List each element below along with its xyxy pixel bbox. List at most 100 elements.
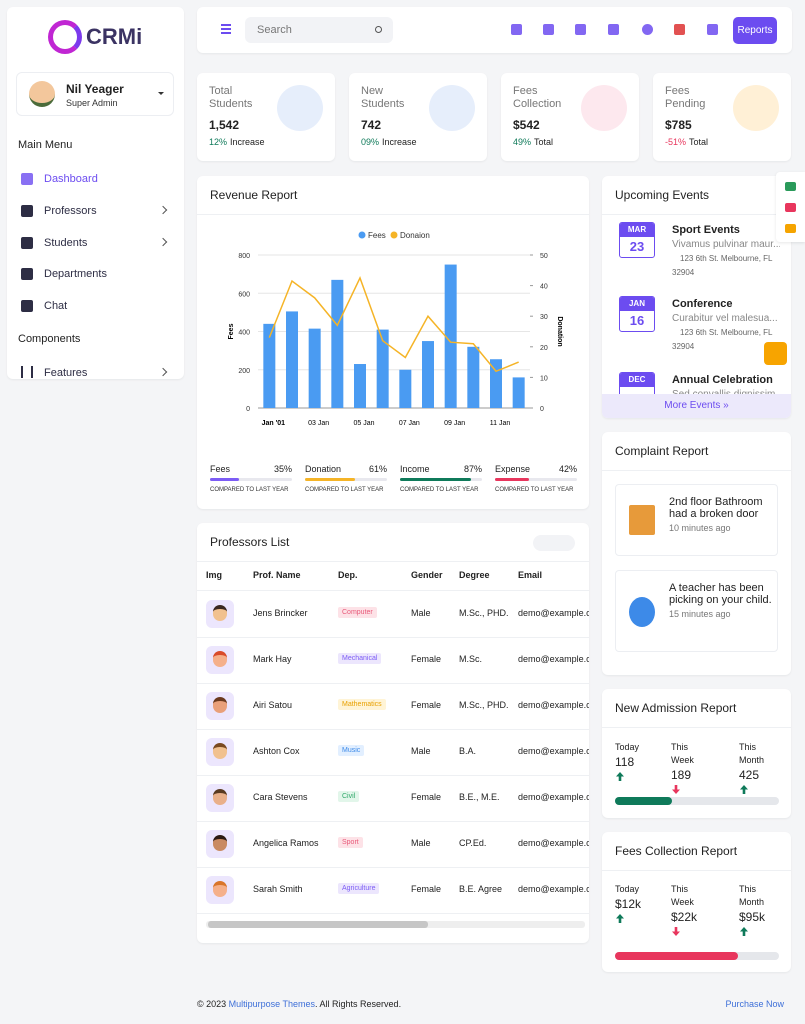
avatar [206,600,234,628]
column-header: Degree [459,570,490,580]
header-icon[interactable] [511,24,522,35]
stat-note: Total [689,137,709,147]
divider [197,867,589,868]
footer-prefix: © 2023 [197,999,229,1009]
menu-item[interactable]: Students [7,236,184,250]
degree: B.E., M.E. [459,792,500,802]
card-title: Complaint Report [615,444,709,458]
trend-arrow [672,927,680,936]
professor-name: Sarah Smith [253,884,303,894]
divider [197,913,589,914]
email: demo@example.com [518,608,589,618]
stat-card: New Students 742 09% Increase [349,73,487,161]
arrow-shape [616,772,624,781]
arrow-shape [740,927,748,936]
report-column: This Month 425 [739,741,775,795]
summary-label: Fees [210,464,231,474]
footer-text: © 2023 Multipurpose Themes. All Rights R… [197,999,401,1009]
stat-illustration [581,85,627,131]
header-icon[interactable] [642,24,653,35]
trend-arrow [616,914,624,923]
stat-note: Total [534,137,554,147]
footer-link[interactable]: Multipurpose Themes [228,999,316,1009]
report-label: This Week [671,884,694,907]
header-icon[interactable] [543,24,554,35]
email: demo@example.com [518,884,589,894]
avatar [206,646,234,674]
summary-note: COMPARED TO LAST YEAR [210,487,289,493]
menu-item[interactable]: Features [7,366,184,379]
report-label: This Week [671,742,694,765]
complaint-icon [629,505,655,535]
stat-illustration [429,85,475,131]
bar [490,359,502,408]
stat-title: Fees Collection [513,85,562,110]
x-tick-label: 03 Jan [308,420,329,427]
header-icon[interactable] [608,24,619,35]
divider [197,561,589,562]
toolbar-icon[interactable] [785,182,796,191]
report-label: Today [615,884,640,894]
x-tick-label: 09 Jan [444,420,465,427]
logo-text: CRMi [86,24,143,49]
event-address: 123 6th St. Melbourne, FL 32904 [672,328,773,351]
more-events[interactable]: More Events » [602,394,791,418]
menu-item[interactable]: Chat [7,299,184,313]
summary-note: COMPARED TO LAST YEAR [305,487,384,493]
avatar [206,784,234,812]
divider [602,870,791,871]
menu-item[interactable]: Dashboard [7,172,184,186]
dropdown-caret[interactable] [158,92,164,98]
stat-change: 49% [513,137,532,147]
floating-button[interactable] [764,342,787,365]
y2-tick-label: 20 [540,345,548,352]
reports-button[interactable]: Reports [733,17,777,44]
professor-name: Mark Hay [253,654,292,664]
header-icon[interactable] [575,24,586,35]
events-card: Upcoming Events MAR 23 Sport Events Vivamus … [602,176,791,418]
user-name: Nil Yeager [66,82,124,96]
report-column: This Week 189 [671,741,711,795]
complaint-time: 15 minutes ago [669,609,731,619]
degree: B.E. Agree [459,884,503,894]
stat-change: -51% [665,137,687,147]
gender: Male [411,838,431,848]
gender: Male [411,746,431,756]
divider [197,214,589,215]
y2-tick-label: 10 [540,375,548,382]
degree: CP.Ed. [459,838,487,848]
x-tick-label: 11 Jan [490,420,511,427]
report-value: 189 [671,768,692,782]
y2-tick-label: 50 [540,253,548,260]
stat-illustration [733,85,779,131]
toolbar-icon[interactable] [785,203,796,212]
email: demo@example.com [518,654,589,664]
trend-arrow [672,785,680,794]
hamburger-line [221,24,231,26]
menu-item[interactable]: Departments [7,267,184,281]
toolbar-icon[interactable] [785,224,796,233]
report-column: This Month $95k [739,883,775,937]
event-desc: Vivamus pulvinar maur... [672,239,780,250]
stat-value: $785 [665,118,692,132]
menu-item[interactable]: Professors [7,204,184,218]
email: demo@example.com [518,700,589,710]
search-box[interactable]: Search [245,17,393,43]
bar [512,377,525,408]
side-toolbar [776,172,805,242]
user-role: Super Admin [66,98,118,108]
stat-title: Total Students [209,85,253,110]
stat-card: Total Students 1,542 12% Increase [197,73,335,161]
revenue-chart: 0 200 400 600 800 0 10 20 30 40 50 Fees Donation Jan … [228,231,563,427]
avatar-face [213,743,227,759]
scroll-thumb[interactable] [208,921,428,928]
header-icon[interactable] [707,24,718,35]
report-label: This Month [739,742,765,765]
department-badge: Computer [338,607,377,618]
table-search[interactable] [533,535,575,551]
avatar-face [213,881,227,897]
bar [308,328,321,408]
purchase-link[interactable]: Purchase Now [725,999,784,1009]
header-icon[interactable] [674,24,685,35]
